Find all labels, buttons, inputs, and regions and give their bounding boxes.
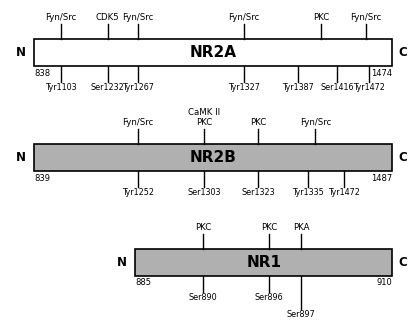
Text: Tyr1472: Tyr1472 bbox=[353, 83, 385, 92]
Text: Tyr1335: Tyr1335 bbox=[292, 188, 324, 197]
Text: Fyn/Src: Fyn/Src bbox=[350, 14, 381, 22]
Text: Ser1323: Ser1323 bbox=[241, 188, 275, 197]
Bar bbox=[34, 144, 392, 171]
Text: CaMK II
PKC: CaMK II PKC bbox=[188, 108, 221, 127]
Text: 838: 838 bbox=[34, 69, 50, 78]
Text: Tyr1327: Tyr1327 bbox=[228, 83, 260, 92]
Text: NR2A: NR2A bbox=[190, 45, 237, 60]
Text: 1487: 1487 bbox=[371, 174, 392, 183]
Text: C: C bbox=[399, 256, 407, 269]
Bar bbox=[135, 249, 392, 276]
Text: 885: 885 bbox=[135, 279, 151, 287]
Text: 910: 910 bbox=[377, 279, 392, 287]
Text: Ser897: Ser897 bbox=[287, 310, 316, 319]
Text: 1474: 1474 bbox=[371, 69, 392, 78]
Text: PKC: PKC bbox=[261, 223, 277, 232]
Text: Ser890: Ser890 bbox=[189, 293, 218, 302]
Text: Tyr1387: Tyr1387 bbox=[282, 83, 313, 92]
Text: PKA: PKA bbox=[293, 223, 309, 232]
Bar bbox=[34, 39, 392, 66]
Text: Ser896: Ser896 bbox=[254, 293, 283, 302]
Text: Fyn/Src: Fyn/Src bbox=[45, 14, 77, 22]
Text: Tyr1252: Tyr1252 bbox=[122, 188, 154, 197]
Text: N: N bbox=[117, 256, 127, 269]
Text: Fyn/Src: Fyn/Src bbox=[123, 118, 154, 127]
Text: Tyr1267: Tyr1267 bbox=[122, 83, 154, 92]
Text: C: C bbox=[399, 46, 407, 59]
Text: NR2B: NR2B bbox=[190, 150, 237, 165]
Text: Tyr1472: Tyr1472 bbox=[328, 188, 360, 197]
Text: NR1: NR1 bbox=[246, 255, 281, 270]
Text: 839: 839 bbox=[34, 174, 50, 183]
Text: Tyr1103: Tyr1103 bbox=[45, 83, 77, 92]
Text: N: N bbox=[16, 151, 26, 164]
Text: Fyn/Src: Fyn/Src bbox=[228, 14, 259, 22]
Text: Fyn/Src: Fyn/Src bbox=[300, 118, 331, 127]
Text: PKC: PKC bbox=[250, 118, 266, 127]
Text: N: N bbox=[16, 46, 26, 59]
Text: CDK5: CDK5 bbox=[96, 14, 120, 22]
Text: Ser1416: Ser1416 bbox=[320, 83, 354, 92]
Text: Fyn/Src: Fyn/Src bbox=[123, 14, 154, 22]
Text: C: C bbox=[399, 151, 407, 164]
Text: Ser1303: Ser1303 bbox=[188, 188, 221, 197]
Text: PKC: PKC bbox=[195, 223, 211, 232]
Text: Ser1232: Ser1232 bbox=[91, 83, 125, 92]
Text: PKC: PKC bbox=[313, 14, 329, 22]
